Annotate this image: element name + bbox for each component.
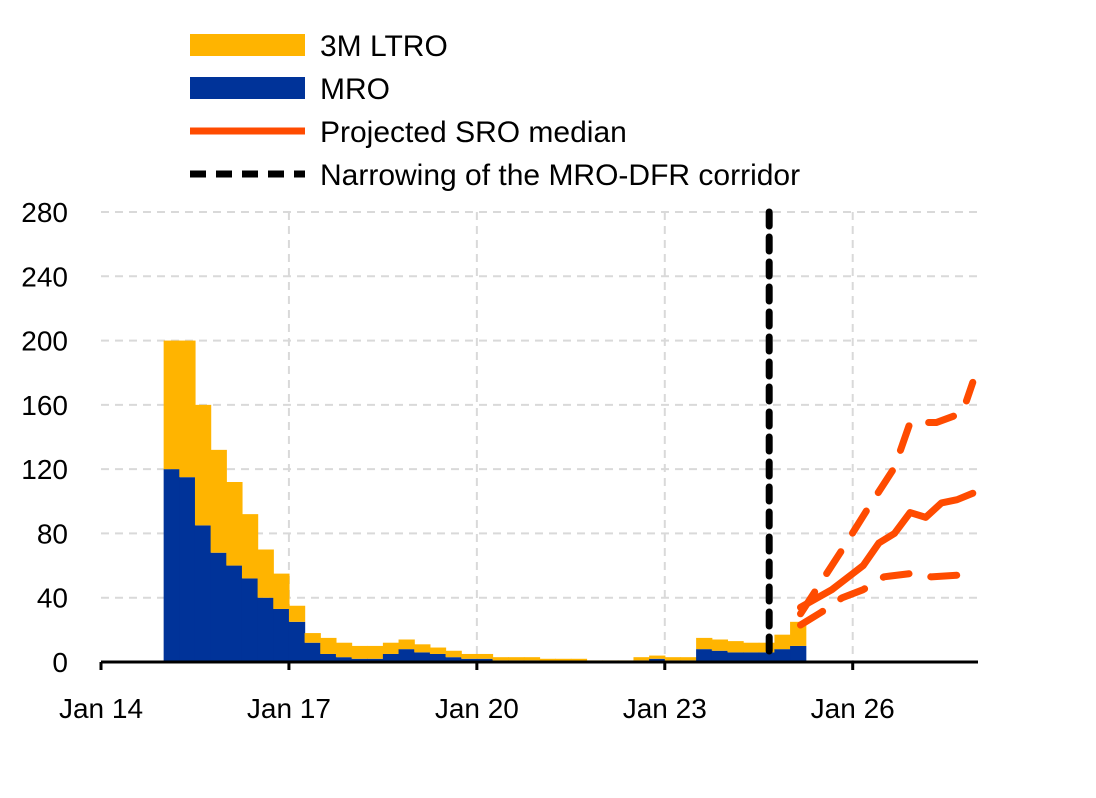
- bar-3m-ltro: [258, 550, 274, 598]
- bar-3m-ltro: [179, 341, 195, 478]
- bar-mro: [273, 609, 289, 662]
- bar-3m-ltro: [383, 643, 399, 654]
- legend: 3M LTRO MRO Projected SRO median Narrowing …: [190, 30, 800, 192]
- x-tick-label: Jan 26: [811, 693, 895, 724]
- bar-3m-ltro: [211, 450, 227, 553]
- bar-3m-ltro: [508, 657, 524, 660]
- bar-mro: [195, 525, 211, 662]
- legend-swatch: [190, 34, 305, 56]
- projection-lines: [769, 212, 973, 662]
- bar-3m-ltro: [774, 635, 790, 649]
- bar-mro: [289, 622, 305, 662]
- bar-3m-ltro: [289, 606, 305, 622]
- bar-mro: [399, 649, 415, 662]
- bar-3m-ltro: [226, 482, 242, 566]
- bar-3m-ltro: [195, 405, 211, 526]
- bar-3m-ltro: [320, 638, 336, 654]
- legend-label: MRO: [320, 73, 390, 106]
- bar-mro: [790, 646, 806, 662]
- bar-3m-ltro: [242, 514, 258, 578]
- bar-mro: [258, 598, 274, 662]
- bar-3m-ltro: [743, 643, 759, 653]
- bar-3m-ltro: [446, 651, 462, 657]
- bar-3m-ltro: [712, 640, 728, 651]
- bar-3m-ltro: [273, 574, 289, 609]
- bar-3m-ltro: [680, 657, 696, 660]
- bar-mro: [774, 649, 790, 662]
- bar-3m-ltro: [461, 654, 477, 659]
- y-tick-label: 240: [21, 261, 68, 292]
- bar-3m-ltro: [352, 646, 368, 659]
- y-tick-label: 0: [52, 647, 68, 678]
- sro-band-line: [801, 574, 958, 625]
- y-tick-label: 80: [37, 518, 68, 549]
- bar-mro: [305, 643, 321, 662]
- bar-mro: [712, 651, 728, 662]
- x-tick-label: Jan 23: [623, 693, 707, 724]
- x-tick-label: Jan 14: [59, 693, 143, 724]
- bar-mro: [696, 649, 712, 662]
- bar-3m-ltro: [430, 648, 446, 654]
- bar-mro: [242, 578, 258, 662]
- bar-3m-ltro: [477, 654, 493, 659]
- bar-3m-ltro: [305, 633, 321, 643]
- bars: [164, 341, 807, 662]
- sro-median-line: [801, 493, 973, 607]
- bar-3m-ltro: [493, 657, 509, 660]
- bar-3m-ltro: [696, 638, 712, 649]
- bar-3m-ltro: [524, 657, 540, 660]
- bar-3m-ltro: [414, 644, 430, 652]
- bar-mro: [211, 553, 227, 662]
- bar-3m-ltro: [649, 656, 665, 659]
- y-tick-label: 40: [37, 583, 68, 614]
- y-tick-label: 280: [21, 197, 68, 228]
- x-tick-label: Jan 17: [247, 693, 331, 724]
- x-tick-label: Jan 20: [435, 693, 519, 724]
- legend-swatch: [190, 77, 305, 99]
- bar-3m-ltro: [399, 640, 415, 650]
- bar-mro: [164, 469, 180, 662]
- bar-mro: [179, 477, 195, 662]
- bar-3m-ltro: [336, 643, 352, 657]
- legend-label: Projected SRO median: [320, 116, 627, 149]
- bar-3m-ltro: [164, 341, 180, 470]
- legend-label: 3M LTRO: [320, 30, 448, 63]
- bar-mro: [226, 566, 242, 662]
- y-tick-label: 200: [21, 326, 68, 357]
- legend-label: Narrowing of the MRO-DFR corridor: [320, 159, 800, 192]
- y-tick-label: 160: [21, 390, 68, 421]
- bar-3m-ltro: [665, 657, 681, 660]
- bar-3m-ltro: [727, 641, 743, 652]
- bar-3m-ltro: [633, 657, 649, 660]
- bar-3m-ltro: [367, 646, 383, 659]
- y-tick-label: 120: [21, 454, 68, 485]
